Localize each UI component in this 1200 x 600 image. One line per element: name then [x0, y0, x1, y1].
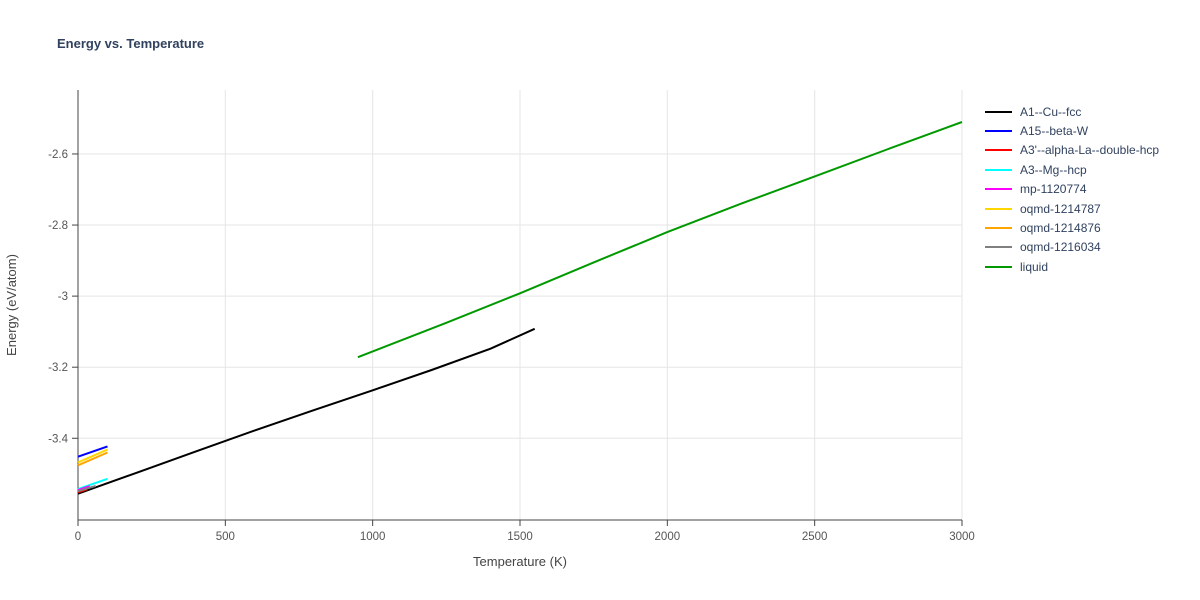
x-tick-label: 1500 [507, 531, 533, 543]
legend-item-a3-alpha-la-double-hcp[interactable]: A3'--alpha-La--double-hcp [985, 141, 1159, 160]
chart-legend: A1--Cu--fcc A15--beta-W A3'--alpha-La--dou… [985, 102, 1159, 277]
legend-item-oqmd-1214876[interactable]: oqmd-1214876 [985, 218, 1159, 237]
y-tick-label: -3 [58, 291, 68, 303]
legend-item-oqmd-1214787[interactable]: oqmd-1214787 [985, 199, 1159, 218]
y-tick-label: -2.6 [48, 149, 68, 161]
y-tick-label: -2.8 [48, 220, 68, 232]
legend-item-liquid[interactable]: liquid [985, 257, 1159, 276]
legend-label: A3--Mg--hcp [1020, 162, 1087, 177]
legend-label: oqmd-1214876 [1020, 221, 1101, 236]
legend-line-swatch [985, 110, 1012, 113]
x-axis-label: Temperature (K) [473, 554, 567, 569]
series-line-oqmd-1216034 [77, 484, 96, 493]
x-tick-label: 2500 [802, 531, 828, 543]
series-line-a1-cu-fcc [77, 327, 536, 495]
y-tick-label: -3.2 [48, 362, 68, 374]
y-axis-label: Energy (eV/atom) [4, 254, 19, 356]
x-tick-label: 1000 [360, 531, 386, 543]
legend-label: A3'--alpha-La--double-hcp [1020, 143, 1160, 158]
legend-item-a3-mg-hcp[interactable]: A3--Mg--hcp [985, 160, 1159, 179]
legend-line-swatch [985, 265, 1012, 268]
series-line-a15-beta-w [77, 445, 108, 458]
legend-label: mp-1120774 [1020, 182, 1087, 197]
legend-label: liquid [1020, 259, 1049, 274]
series-line-oqmd-1214787 [77, 448, 108, 464]
x-tick-label: 500 [216, 531, 235, 543]
series-line-oqmd-1214876 [77, 451, 108, 467]
chart-title: Energy vs. Temperature [57, 36, 205, 51]
legend-line-swatch [985, 246, 1012, 249]
legend-label: A15--beta-W [1020, 124, 1089, 139]
series-line-liquid [357, 121, 963, 359]
y-tick-label: -3.4 [48, 433, 68, 445]
x-tick-label: 2000 [655, 531, 681, 543]
legend-line-swatch [985, 207, 1012, 210]
legend-line-swatch [985, 149, 1012, 152]
legend-line-swatch [985, 227, 1012, 230]
legend-item-a15-beta-w[interactable]: A15--beta-W [985, 121, 1159, 140]
legend-line-swatch [985, 130, 1012, 133]
series-line-mp-1120774 [77, 485, 91, 492]
legend-line-swatch [985, 168, 1012, 171]
legend-item-mp-1120774[interactable]: mp-1120774 [985, 180, 1159, 199]
series-line-a3-mg-hcp [77, 477, 108, 491]
legend-item-a1-cu-fcc[interactable]: A1--Cu--fcc [985, 102, 1159, 121]
legend-label: A1--Cu--fcc [1020, 104, 1082, 119]
legend-label: oqmd-1214787 [1020, 201, 1101, 216]
legend-label: oqmd-1216034 [1020, 240, 1101, 255]
x-tick-label: 3000 [949, 531, 975, 543]
legend-line-swatch [985, 188, 1012, 191]
x-tick-label: 0 [75, 531, 81, 543]
legend-item-oqmd-1216034[interactable]: oqmd-1216034 [985, 238, 1159, 257]
